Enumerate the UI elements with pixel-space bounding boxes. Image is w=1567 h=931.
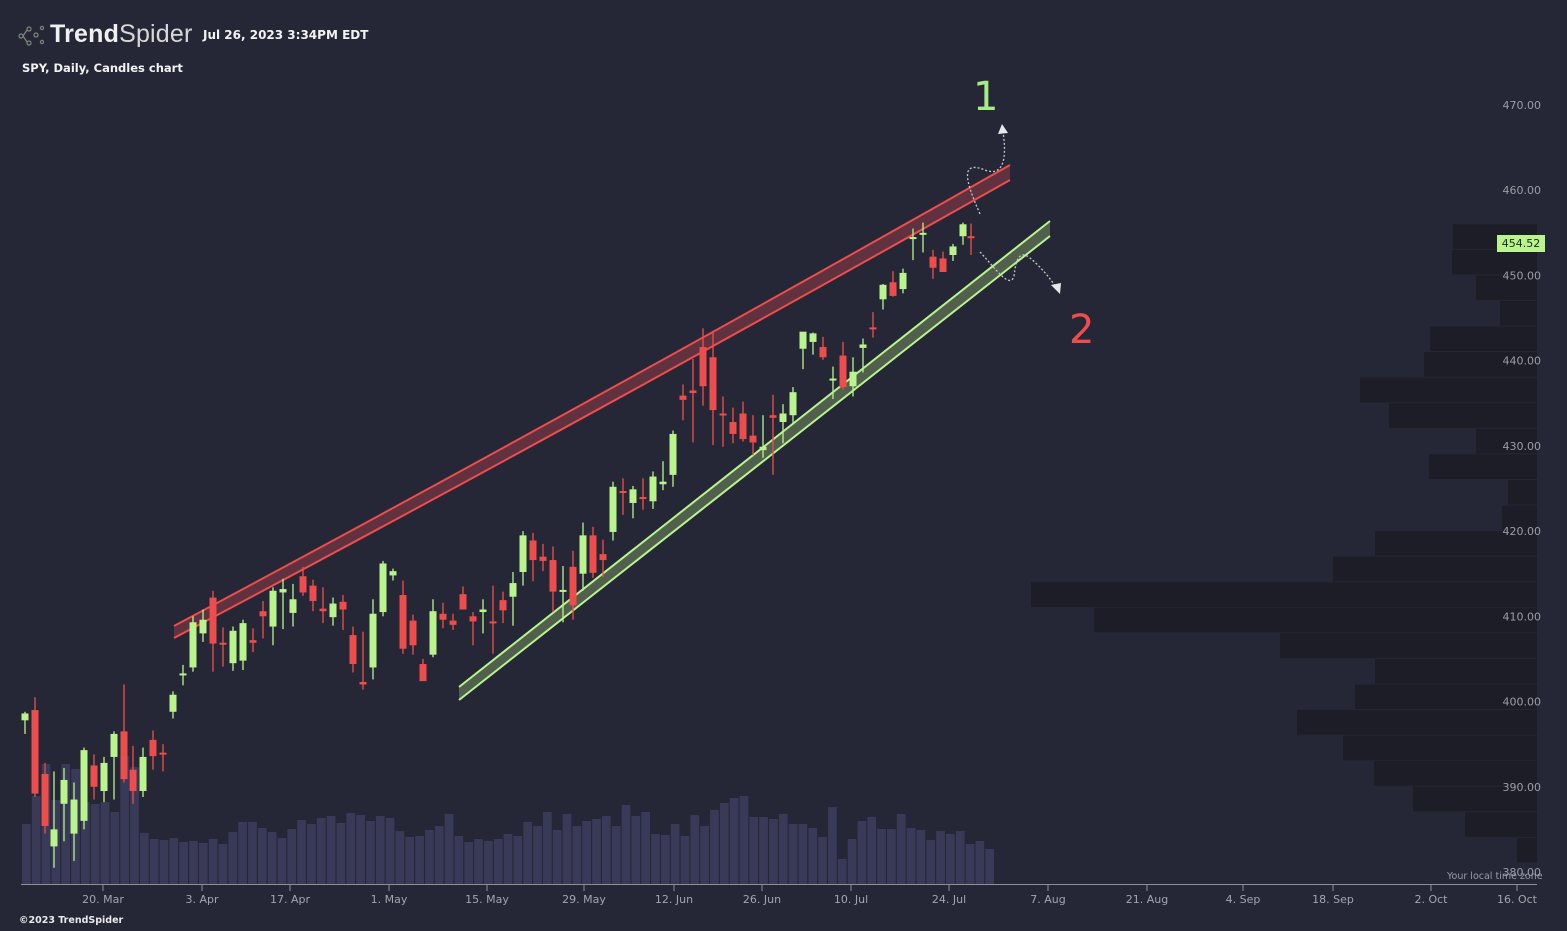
scenario-label-1: 1 [973, 74, 999, 120]
time-axis: 20. Mar 3. Apr 17. Apr 1. May 15. May 29. May… [21, 884, 1538, 906]
brand-light: Spider [119, 20, 193, 48]
svg-text:440.00: 440.00 [1503, 355, 1542, 368]
svg-text:10. Jul: 10. Jul [834, 893, 868, 906]
arrow-head-up-icon [998, 124, 1008, 134]
svg-text:3. Apr: 3. Apr [185, 893, 218, 906]
svg-text:24. Jul: 24. Jul [932, 893, 966, 906]
svg-text:26. Jun: 26. Jun [743, 893, 781, 906]
svg-text:20. Mar: 20. Mar [82, 893, 124, 906]
svg-text:12. Jun: 12. Jun [655, 893, 693, 906]
svg-text:470.00: 470.00 [1503, 99, 1542, 112]
brand-bold: Trend [50, 20, 120, 48]
chart-timestamp: Jul 26, 2023 3:34PM EDT [203, 28, 369, 42]
chart-subtitle: SPY, Daily, Candles chart [22, 61, 183, 75]
trendspider-logo: TrendSpider [18, 20, 193, 49]
timezone-note: Your local time zone [1447, 871, 1543, 882]
support-trendline[interactable] [458, 220, 1051, 701]
candlesticks [21, 222, 975, 868]
spider-network-icon [18, 25, 44, 46]
svg-text:410.00: 410.00 [1503, 610, 1542, 623]
svg-text:4. Sep: 4. Sep [1226, 893, 1261, 906]
svg-text:2. Oct: 2. Oct [1414, 893, 1448, 906]
svg-text:21. Aug: 21. Aug [1126, 893, 1168, 906]
svg-text:15. May: 15. May [465, 893, 509, 906]
volume-bars [22, 756, 995, 884]
scenario-arrow-2 [979, 251, 1056, 287]
svg-text:29. May: 29. May [562, 893, 606, 906]
volume-profile [1031, 224, 1537, 863]
resistance-trendline[interactable] [173, 164, 1011, 639]
svg-text:390.00: 390.00 [1503, 781, 1542, 794]
svg-text:7. Aug: 7. Aug [1030, 893, 1065, 906]
arrow-head-down-icon [1051, 283, 1061, 294]
price-axis: 470.00 460.00 450.00 440.00 430.00 420.00 410.… [1503, 99, 1542, 879]
svg-text:17. Apr: 17. Apr [270, 893, 310, 906]
svg-text:380.00: 380.00 [1503, 866, 1542, 879]
svg-text:460.00: 460.00 [1503, 184, 1542, 197]
scenario-arrow-1 [966, 131, 1006, 215]
svg-text:450.00: 450.00 [1503, 269, 1542, 282]
svg-text:1. May: 1. May [371, 893, 408, 906]
svg-text:18. Sep: 18. Sep [1312, 893, 1354, 906]
svg-text:420.00: 420.00 [1503, 525, 1542, 538]
svg-text:400.00: 400.00 [1503, 696, 1542, 709]
scenario-label-2: 2 [1069, 307, 1095, 353]
svg-text:16. Oct: 16. Oct [1497, 893, 1538, 906]
copyright: ©2023 TrendSpider [19, 915, 124, 926]
last-price-badge: 454.52 [1497, 235, 1545, 252]
svg-text:430.00: 430.00 [1503, 440, 1542, 453]
